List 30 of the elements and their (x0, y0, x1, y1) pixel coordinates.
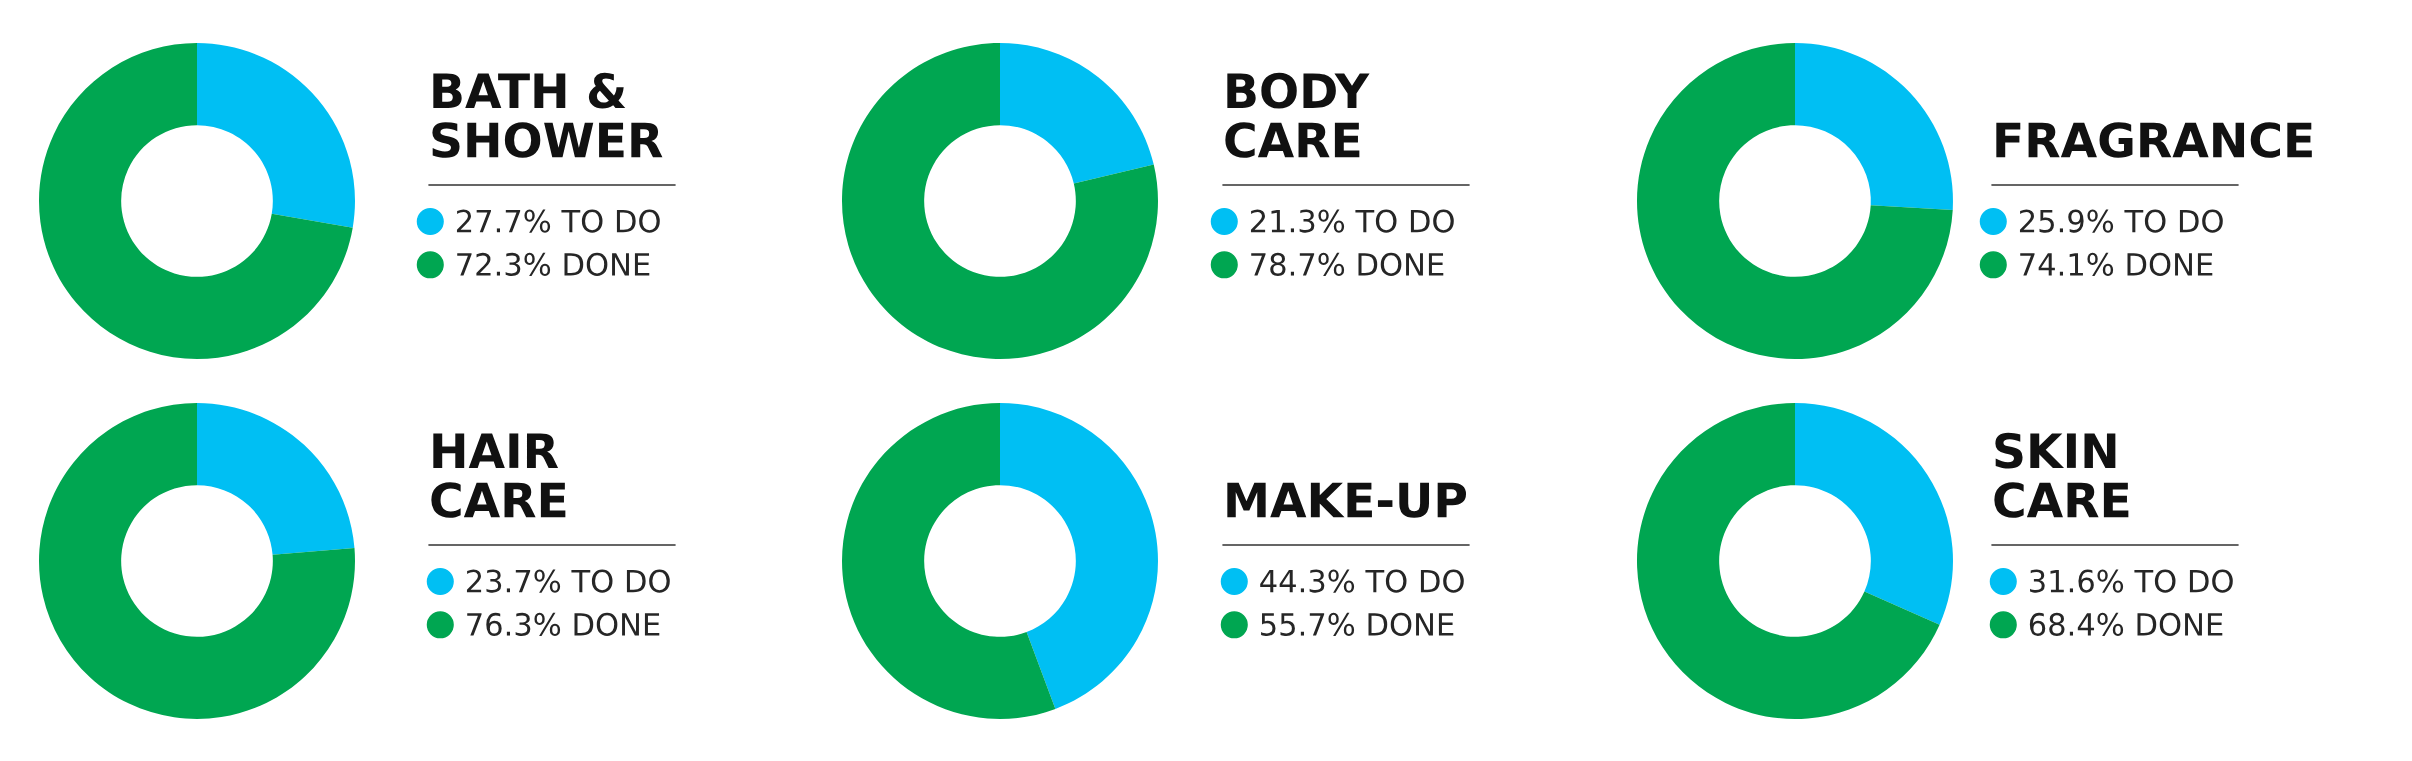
legend-label: 76.3% DONE (467, 612, 660, 636)
donut-slice (1795, 43, 1953, 210)
donut-slice (842, 43, 1158, 359)
legend-label: 74.1% DONE (2020, 252, 2213, 276)
legend-label: 72.3% DONE (457, 252, 650, 276)
donut-slice (197, 403, 355, 555)
legend-label: 55.7% DONE (1261, 612, 1454, 636)
legend-label: 27.7% TO DO (456, 209, 660, 233)
donut-slice (39, 43, 353, 359)
legend-label: 25.9% TO DO (2019, 209, 2223, 233)
text: BATH & SHOWER (432, 72, 663, 158)
donut-slice (1637, 43, 1953, 359)
donut-slice (197, 43, 355, 228)
text: MAKE-UP (1227, 482, 1466, 518)
legend-label: 21.3% TO DO (1250, 209, 1454, 233)
legend-label: 68.4% DONE (2029, 612, 2223, 636)
donut-slice (1795, 403, 1953, 625)
legend-label: 78.7% DONE (1251, 252, 1444, 276)
legend-label: 23.7% TO DO (466, 569, 670, 593)
legend-label: 44.3% TO DO (1260, 569, 1464, 593)
donut-slice (842, 403, 1056, 719)
legend-label: 31.6% TO DO (2030, 569, 2233, 593)
donut-slice (1000, 43, 1154, 184)
donut-slice (39, 403, 355, 719)
text: HAIR CARE (431, 433, 566, 518)
text: FRAGRANCE (1996, 122, 2312, 158)
donut-slice (1637, 403, 1940, 719)
text: SKIN CARE (1994, 432, 2129, 518)
donut-slice (1000, 403, 1158, 709)
text: BODY CARE (1225, 72, 1370, 158)
